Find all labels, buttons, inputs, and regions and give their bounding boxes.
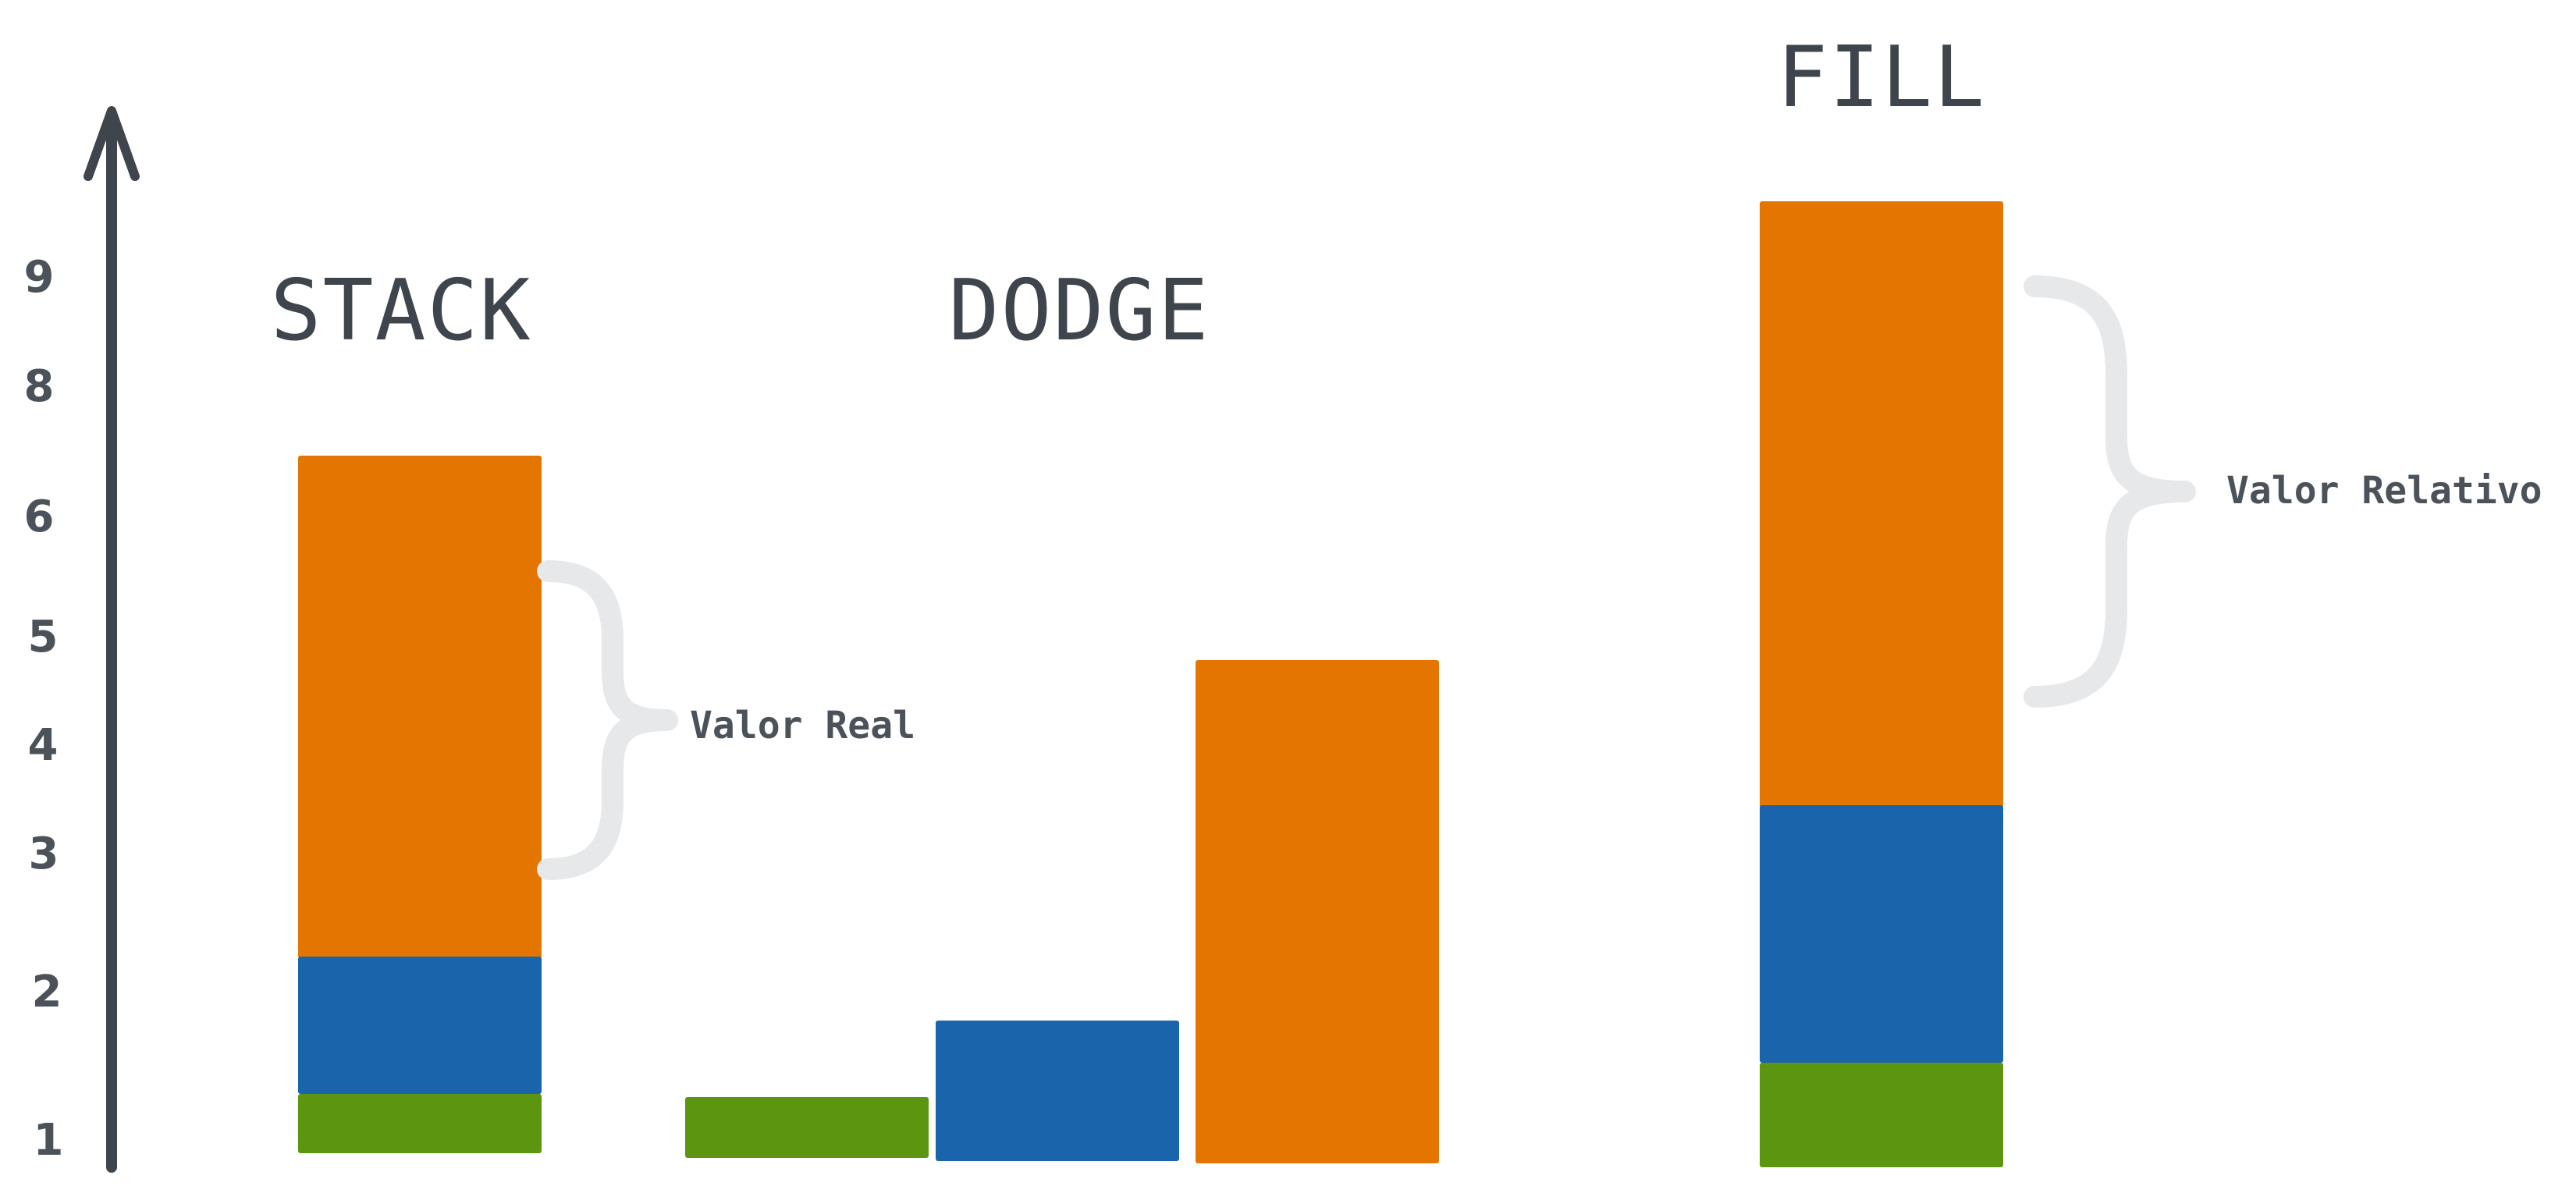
y-axis-tick-5: 5: [28, 612, 59, 662]
fill-segment-orange: [1760, 201, 2003, 808]
fill-title: FILL: [1777, 29, 1986, 126]
stack-segment-blue: [298, 957, 542, 1094]
stack-panel: STACK Valor Real: [270, 262, 915, 1153]
y-axis-tick-1: 1: [34, 1115, 64, 1166]
dodge-bar-blue: [936, 1021, 1179, 1161]
y-axis-tick-8: 8: [24, 361, 55, 412]
stack-brace: [537, 560, 678, 880]
fill-annotation: Valor Relativo: [2226, 469, 2542, 513]
dodge-title: DODGE: [948, 262, 1210, 360]
y-axis: 1 2 3 4 5 6 8 9: [24, 106, 140, 1173]
dodge-bar-green: [685, 1097, 929, 1158]
y-axis-tick-2: 2: [32, 967, 62, 1017]
stack-annotation: Valor Real: [690, 704, 915, 747]
stack-segment-orange: [298, 456, 542, 958]
stack-title: STACK: [270, 262, 531, 360]
fill-segment-blue: [1760, 805, 2003, 1063]
y-axis-tick-4: 4: [28, 720, 59, 771]
y-axis-tick-9: 9: [24, 252, 55, 303]
dodge-panel: DODGE: [685, 262, 1439, 1163]
dodge-bar-orange: [1196, 660, 1439, 1163]
fill-segment-green: [1760, 1063, 2003, 1167]
stack-segment-green: [298, 1094, 542, 1153]
fill-brace: [2023, 275, 2196, 708]
fill-panel: FILL Valor Relativo: [1760, 29, 2542, 1167]
y-axis-arrow-icon: [83, 106, 140, 181]
y-axis-tick-3: 3: [29, 829, 59, 879]
y-axis-tick-6: 6: [24, 492, 55, 542]
